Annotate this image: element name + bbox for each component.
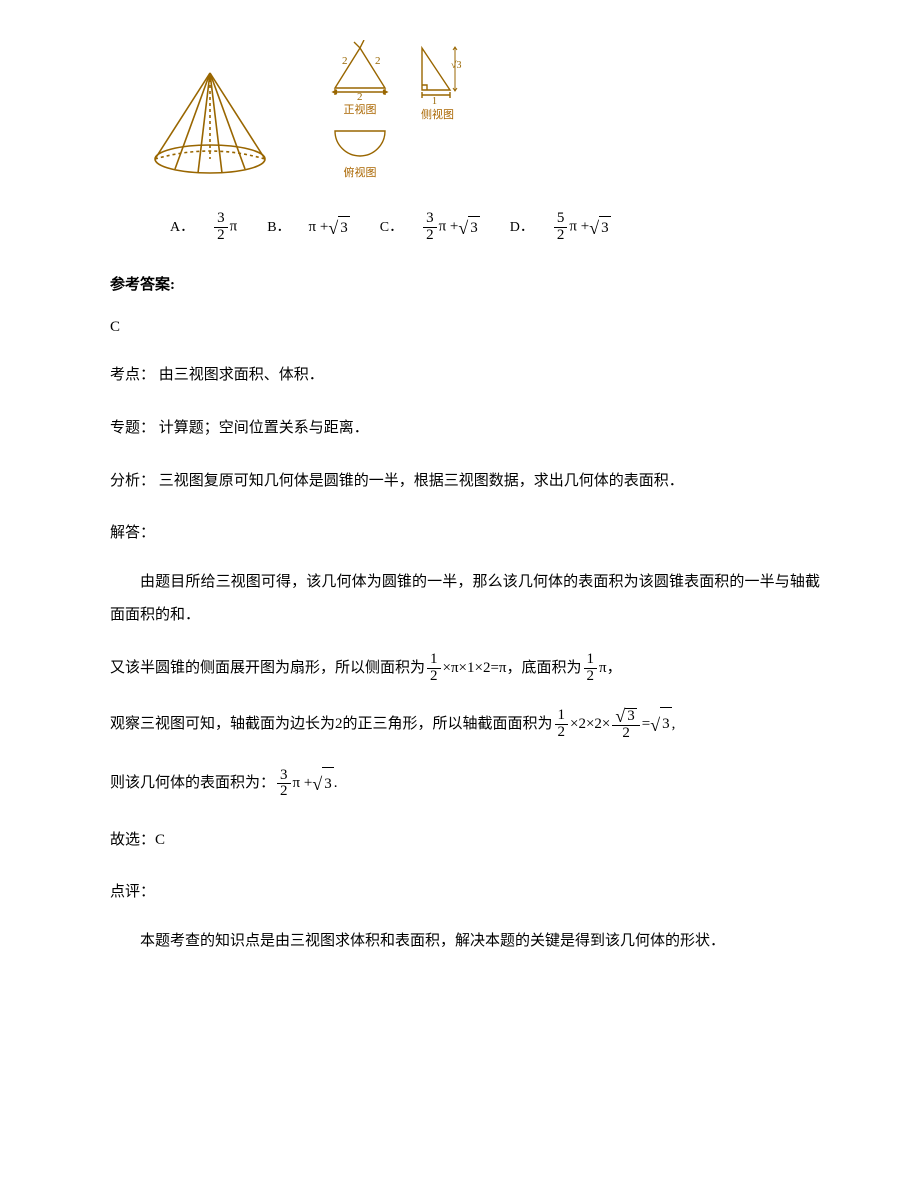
guxuan: 故选：C <box>110 824 820 857</box>
option-b-label: B． <box>267 217 290 238</box>
solution-p4: 则该几何体的表面积为：32π +√3. <box>110 764 820 804</box>
solution-p2: 又该半圆锥的侧面展开图为扇形，所以侧面积为12×π×1×2=π，底面积为12π， <box>110 652 820 685</box>
svg-text:2: 2 <box>342 55 348 67</box>
solution-p1: 由题目所给三视图可得，该几何体为圆锥的一半，那么该几何体的表面积为该圆锥表面积的… <box>110 566 820 632</box>
answer-value: C <box>110 316 820 339</box>
option-a: A． 32π <box>170 211 237 244</box>
option-b: B． π +√3 <box>267 214 350 241</box>
cone-3d <box>140 61 280 181</box>
side-view: √3 1 侧视图 <box>410 40 465 124</box>
kaodian: 考点： 由三视图求面积、体积． <box>110 359 820 392</box>
zhuanti: 专题： 计算题；空间位置关系与距离． <box>110 412 820 445</box>
top-view: 俯视图 <box>325 123 395 182</box>
svg-text:2: 2 <box>375 55 381 67</box>
options-row: A． 32π B． π +√3 C． 32π +√3 D． 52π +√3 <box>170 211 820 244</box>
option-c: C． 32π +√3 <box>380 211 480 244</box>
dianping-label: 点评： <box>110 877 820 907</box>
svg-text:1: 1 <box>432 96 437 105</box>
option-c-label: C． <box>380 217 403 238</box>
svg-text:2: 2 <box>357 91 363 100</box>
solution-p3: 观察三视图可知，轴截面为边长为2的正三角形，所以轴截面面积为12×2×2×√32… <box>110 705 820 745</box>
front-view: 2 2 2 正视图 <box>320 40 400 119</box>
figures-row: 2 2 2 正视图 俯视图 <box>140 40 820 181</box>
option-d-label: D． <box>510 217 534 238</box>
front-view-caption: 正视图 <box>344 102 377 119</box>
jieda-label: 解答： <box>110 518 820 548</box>
answer-title: 参考答案: <box>110 274 820 297</box>
fenxi: 分析： 三视图复原可知几何体是圆锥的一半，根据三视图数据，求出几何体的表面积． <box>110 465 820 498</box>
three-views: 2 2 2 正视图 俯视图 <box>320 40 465 181</box>
side-view-caption: 侧视图 <box>421 107 454 124</box>
svg-text:√3: √3 <box>451 60 462 71</box>
option-a-label: A． <box>170 217 194 238</box>
dianping-text: 本题考查的知识点是由三视图求体积和表面积，解决本题的关键是得到该几何体的形状． <box>110 925 820 958</box>
option-d: D． 52π +√3 <box>510 211 611 244</box>
top-view-caption: 俯视图 <box>344 165 377 182</box>
